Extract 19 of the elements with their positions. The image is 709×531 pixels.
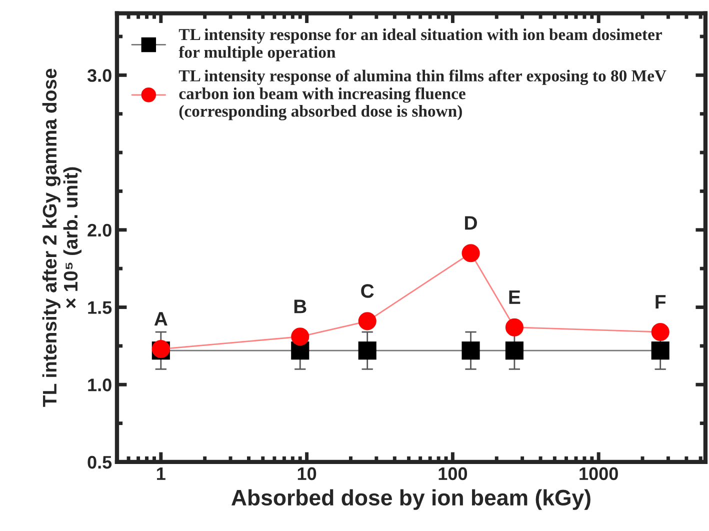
legend-label: TL intensity response for an ideal situation with ion beam dosimeter for multiple operation xyxy=(178,28,662,62)
annotation: D xyxy=(465,216,477,230)
x-tick-label: 100 xyxy=(438,467,468,480)
annotation: F xyxy=(656,295,666,309)
y-tick-label: 1.5 xyxy=(88,301,112,314)
y-tick-label: 1.0 xyxy=(88,378,112,392)
annotation: C xyxy=(361,284,374,298)
y-tick-label: 2.0 xyxy=(88,224,112,237)
x-tick-label: 1000 xyxy=(580,467,618,480)
annotation: A xyxy=(154,312,168,326)
y-tick-label: 0.5 xyxy=(88,456,112,469)
x-tick-label: 10 xyxy=(298,467,316,480)
y-axis-title: TL intensity after 2 kGy gamma dose × 10⁵ (arb. unit) xyxy=(42,68,82,407)
x-tick-label: 1 xyxy=(157,467,166,480)
y-tick-label: 3.0 xyxy=(87,69,112,82)
legend-label: TL intensity response of alumina thin films after exposing to 80 MeV carbon ion beam with increasing fluence (corresponding absorbed dose is shown) xyxy=(178,70,666,120)
x-axis-title: Absorbed dose by ion beam (kGy) xyxy=(232,489,590,510)
annotation: B xyxy=(294,300,306,314)
annotation: E xyxy=(509,290,520,304)
